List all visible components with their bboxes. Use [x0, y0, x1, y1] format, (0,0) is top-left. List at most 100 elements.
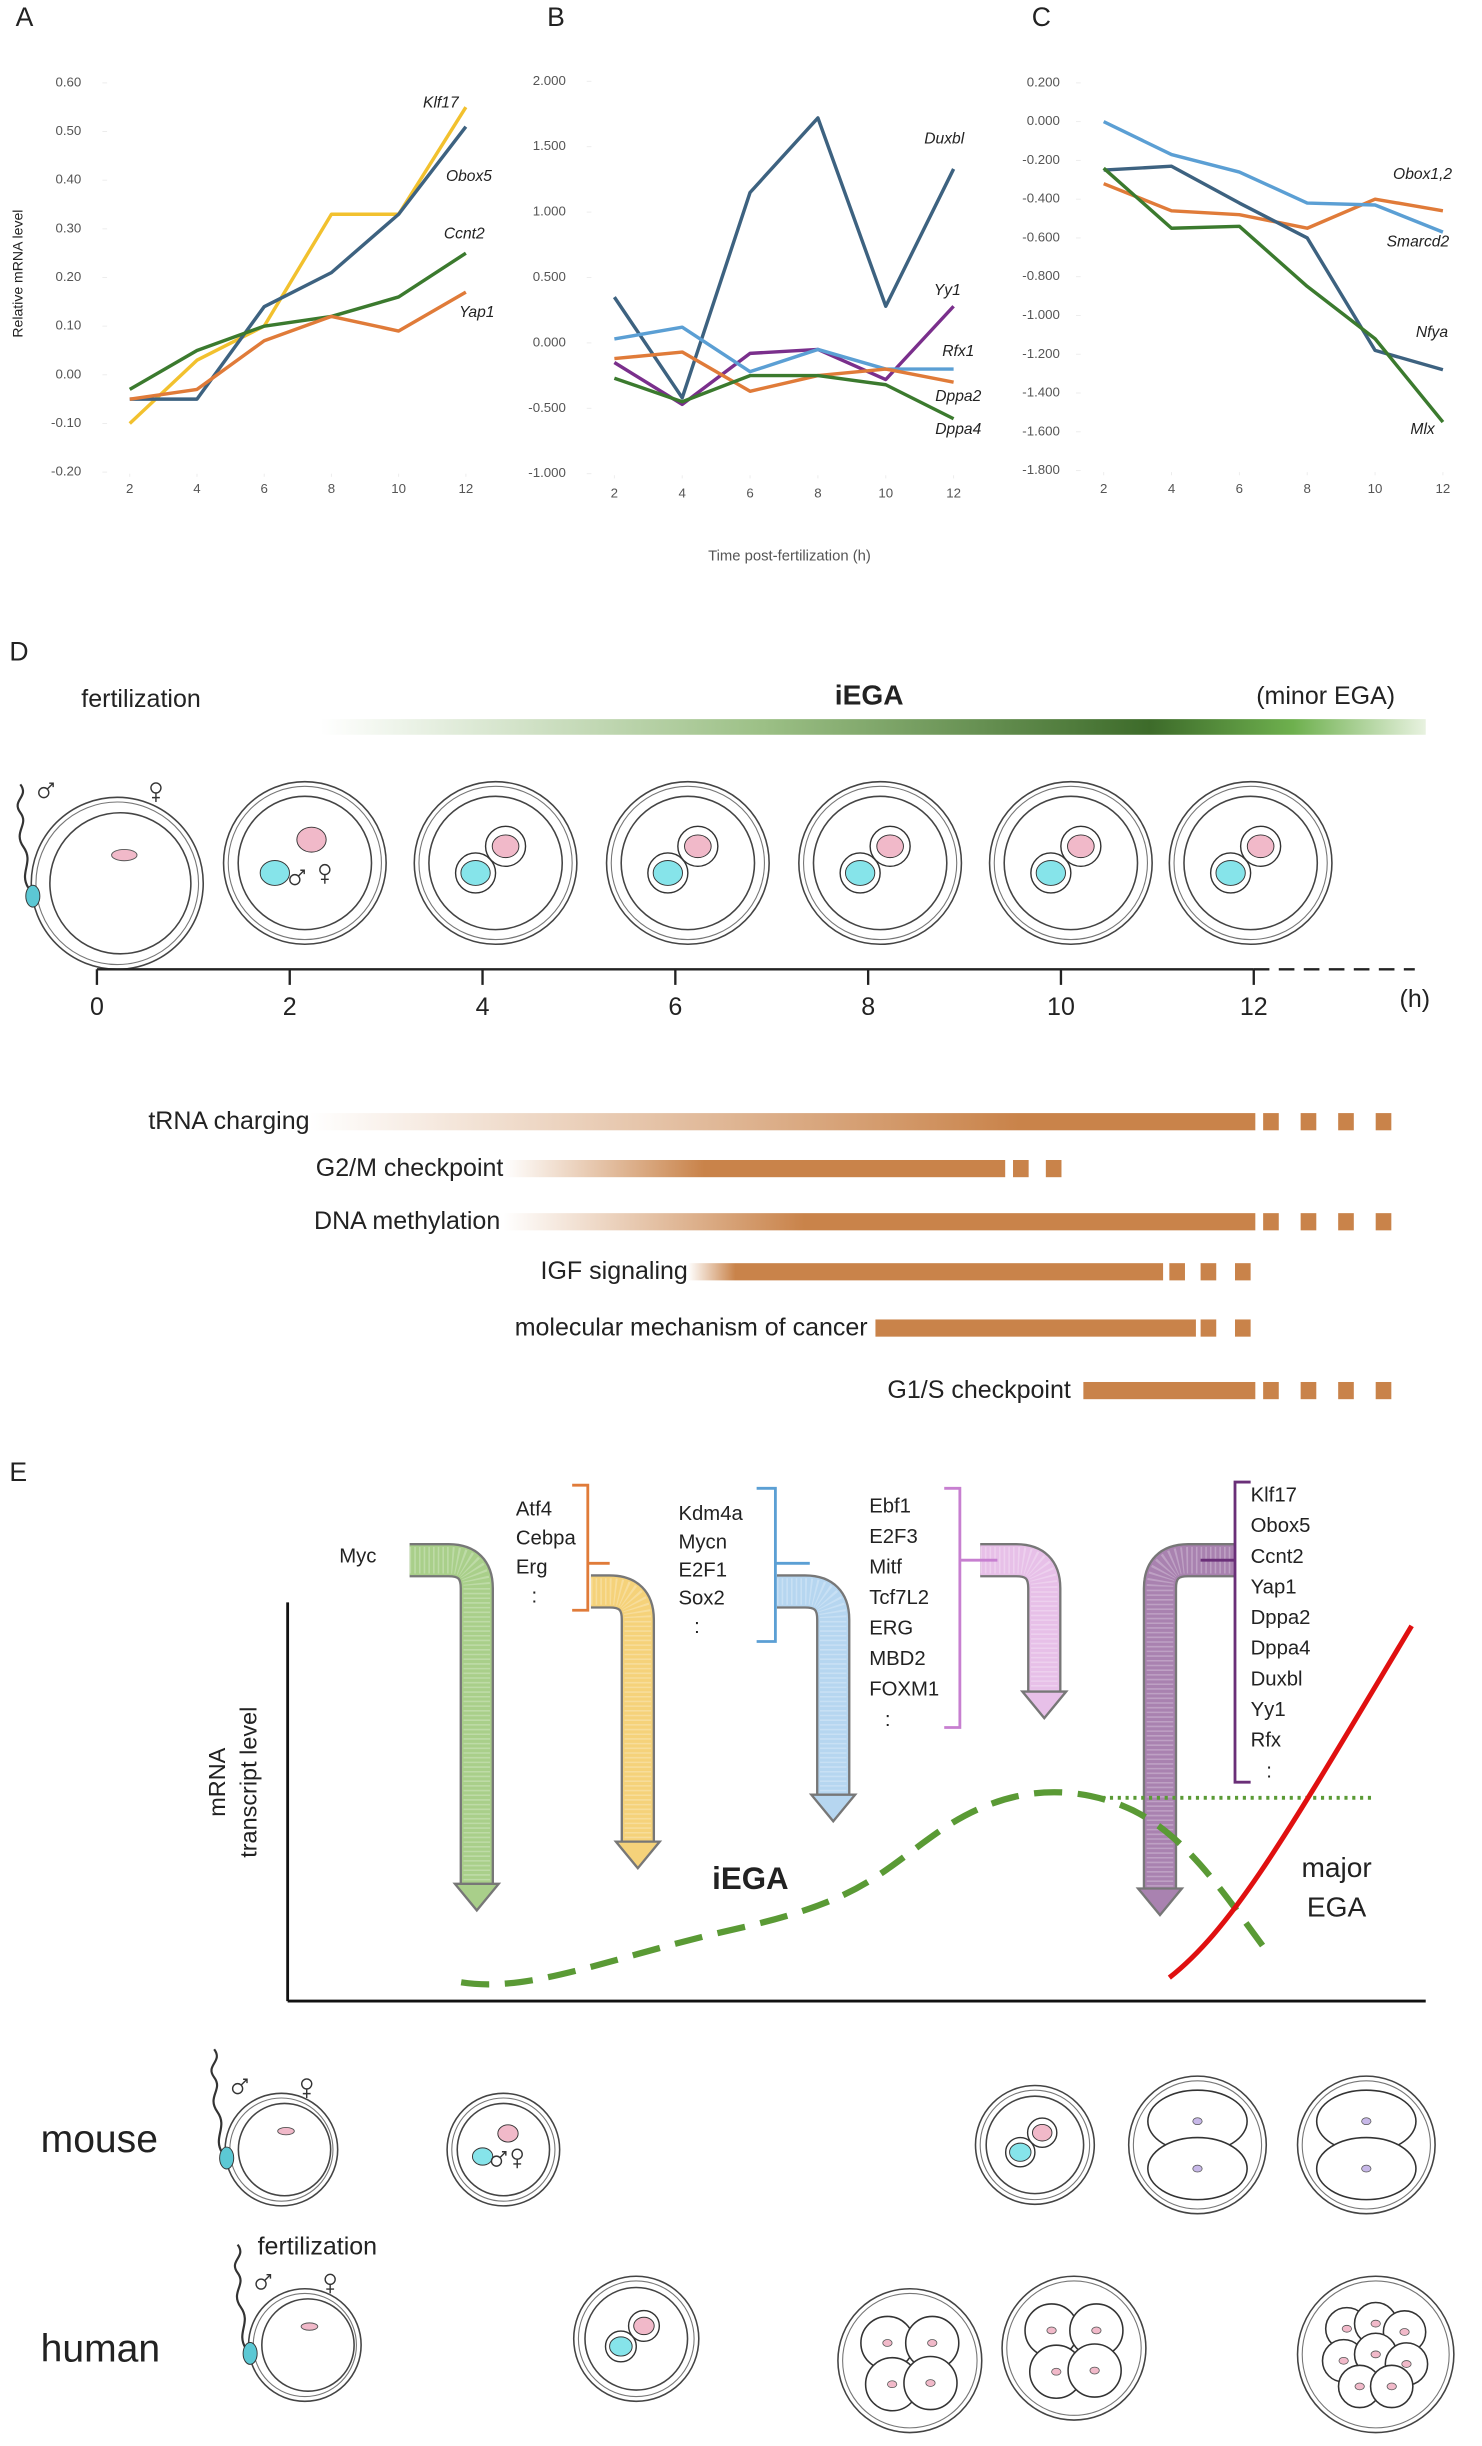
pronucleus-membrane	[1209, 852, 1252, 894]
gene-name: Kdm4a	[678, 1503, 743, 1525]
polar-body	[111, 848, 138, 862]
gene-name: Yap1	[1251, 1576, 1297, 1598]
x-tick-label: 6	[1236, 481, 1243, 496]
y-tick-label: 0.000	[533, 334, 566, 349]
y-tick-label: -0.10	[51, 415, 81, 430]
series-name: Ccnt2	[444, 226, 485, 243]
sperm-tail	[233, 2243, 247, 2349]
ega-gradient-bar	[320, 719, 1426, 735]
pathway-dash	[1375, 1213, 1392, 1231]
pronucleus	[471, 2147, 494, 2166]
cell-membrane	[1183, 795, 1319, 931]
sex-symbol	[490, 2155, 503, 2167]
cell-membrane	[261, 2298, 355, 2392]
y-tick-label: 0.20	[55, 269, 81, 284]
pronucleus-membrane	[1030, 852, 1072, 894]
y-tick-label: 0.200	[1027, 74, 1060, 89]
iega-label: iEGA	[835, 680, 904, 711]
pathway-dash	[1300, 1113, 1317, 1131]
panel-label: B	[547, 2, 565, 32]
y-tick-label: 0.10	[55, 318, 81, 333]
polar-body	[277, 2126, 295, 2136]
cell-zona	[842, 2292, 978, 2429]
arrow-body	[980, 1545, 1060, 1692]
y-tick-label: -1.200	[1022, 346, 1060, 361]
gene-bracket	[572, 1483, 610, 1612]
x-tick-label: 8	[1304, 481, 1311, 496]
pronucleus	[609, 2336, 633, 2357]
gene-name: :	[532, 1585, 538, 1607]
y-axis-label: transcript level	[235, 1707, 261, 1858]
sex-symbol	[38, 786, 50, 799]
sex-symbol	[302, 2088, 311, 2099]
sex-symbol	[264, 2273, 272, 2281]
cell-zona	[1001, 2275, 1147, 2421]
sex-symbol	[152, 792, 160, 802]
nucleus	[1354, 2382, 1365, 2391]
x-tick-label: 4	[1168, 481, 1175, 496]
pathway-label: G2/M checkpoint	[316, 1154, 504, 1182]
series-name: Rfx1	[942, 343, 974, 360]
gene-name: FOXM1	[869, 1678, 939, 1700]
y-tick-label: 0.50	[55, 123, 81, 138]
arrow-stripes	[1146, 1546, 1235, 1889]
cell-zona	[1168, 780, 1333, 946]
sex-symbol	[511, 2148, 523, 2160]
nucleus	[1051, 2367, 1062, 2376]
cell-zona	[1127, 2075, 1268, 2215]
panel-label: A	[16, 2, 34, 32]
pronucleus	[460, 860, 491, 886]
sex-symbol	[301, 2078, 313, 2090]
nucleus	[1370, 2319, 1381, 2328]
cell-zona	[837, 2287, 983, 2434]
cell-zona	[572, 2275, 700, 2403]
cell-membrane	[985, 2095, 1085, 2195]
panel-label: D	[9, 636, 28, 666]
sex-symbol	[240, 2078, 248, 2086]
pronucleus-membrane	[484, 825, 527, 867]
fertilization-label: fertilization	[81, 685, 200, 713]
series-name: Dppa2	[935, 388, 981, 405]
gene-name: :	[1266, 1760, 1272, 1782]
pronucleus-membrane	[604, 2330, 637, 2363]
sperm-tail	[210, 2048, 223, 2153]
pronucleus-membrane	[1239, 825, 1282, 867]
gene-name: E2F3	[869, 1526, 918, 1548]
series-name: Nfya	[1416, 324, 1448, 341]
y-tick-label: 2.000	[533, 73, 566, 88]
gene-name: Sox2	[678, 1588, 724, 1610]
pronucleus-membrane	[1060, 825, 1102, 867]
cell-zona	[30, 796, 205, 971]
arrow-head	[1019, 1690, 1069, 1720]
pathway-dash	[1300, 1213, 1317, 1231]
x-tick-label: 8	[328, 481, 335, 496]
cell-membrane	[1003, 795, 1139, 931]
y-tick-label: -1.000	[528, 465, 566, 480]
pronucleus-membrane	[627, 2309, 661, 2343]
arrow-stripes	[409, 1546, 491, 1884]
sperm-head	[242, 2342, 258, 2365]
pathway-dash	[1338, 1113, 1354, 1131]
nucleus	[927, 2339, 938, 2347]
y-tick-label: -1.600	[1022, 423, 1060, 438]
sex-symbol	[320, 874, 329, 884]
gene-name: :	[885, 1709, 891, 1731]
cell-zona	[247, 2287, 362, 2403]
pathway-dash	[1235, 1319, 1251, 1337]
major-ega-label: EGA	[1307, 1891, 1367, 1922]
time-tick-label: 2	[283, 993, 297, 1021]
cell-zona	[1296, 2275, 1455, 2434]
y-tick-label: -0.600	[1022, 229, 1060, 244]
cell-zona	[413, 780, 578, 946]
gene-name: Cebpa	[516, 1527, 577, 1549]
cell-zona	[610, 785, 765, 941]
nucleus	[1361, 2164, 1372, 2173]
cell-zona	[1296, 2075, 1436, 2215]
cell-zona	[35, 801, 200, 966]
x-tick-label: 4	[193, 481, 200, 496]
pronucleus	[652, 860, 683, 886]
cell-zona	[577, 2280, 695, 2398]
pronucleus	[845, 860, 876, 886]
arrow-body	[590, 1576, 653, 1842]
sex-symbol	[499, 2151, 507, 2159]
